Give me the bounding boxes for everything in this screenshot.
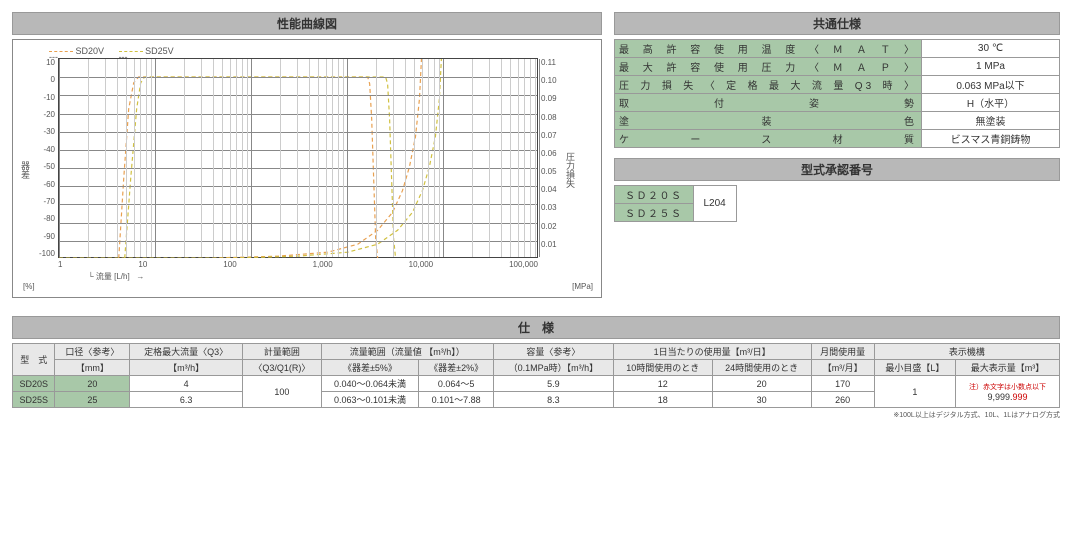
chart-plot [58,58,538,258]
ylabel-right: 圧力損失 [564,152,577,188]
spec-label: 塗装色 [615,112,922,130]
detail-section: 仕 様 型 式口径〈参考〉定格最大流量〈Q3〉計量範囲流量範囲（流量値 【m³/… [12,316,1060,420]
spec-value: 1 MPa [922,58,1060,76]
spec-label: 圧力損失〈定格最大流量Q3時〉 [615,76,922,94]
chart-svg [59,59,537,258]
yleft-unit: [%] [23,282,35,291]
chart-section: 性能曲線図 --- SD20V --- SD25V 器差 100-10-20-3… [12,12,602,298]
right-section: 共通仕様 最高許容使用温度〈ＭＡＴ〉30 ℃最大許容使用圧力〈ＭＡＰ〉1 MPa… [614,12,1060,298]
spec-value: 0.063 MPa以下 [922,76,1060,94]
top-row: 性能曲線図 --- SD20V --- SD25V 器差 100-10-20-3… [12,12,1060,298]
legend-label: SD25V [145,46,174,56]
legend-label: SD20V [76,46,105,56]
spec-label: 最高許容使用温度〈ＭＡＴ〉 [615,40,922,58]
detail-footnote: ※100L以上はデジタル方式、10L、1Lはアナログ方式 [12,410,1060,420]
table-row-model: SD25S [13,392,55,408]
model-approval-table: ＳＤ２０ＳL204ＳＤ２５Ｓ [614,185,737,222]
detail-title: 仕 様 [12,316,1060,339]
xticks: 1101001,00010,000100,000 [58,260,538,269]
model-label: ＳＤ２０Ｓ [615,186,694,204]
table-row-model: SD20S [13,376,55,392]
common-spec-table: 最高許容使用温度〈ＭＡＴ〉30 ℃最大許容使用圧力〈ＭＡＰ〉1 MPa圧力損失〈… [614,39,1060,148]
legend-line: --- [49,51,73,52]
xlabel: └ 流量 [L/h] → [58,271,538,282]
detail-table: 型 式口径〈参考〉定格最大流量〈Q3〉計量範囲流量範囲（流量値 【m³/h】）容… [12,343,1060,408]
ylabel-left: 器差 [19,161,32,179]
chart-container: 器差 100-10-20-30-40-50-60-70-80-90-100 11… [19,58,595,282]
spec-label: ケース材質 [615,130,922,148]
chart-title: 性能曲線図 [12,12,602,35]
model-label: ＳＤ２５Ｓ [615,204,694,222]
legend-item-sd20v: --- SD20V [49,46,104,56]
legend-item-sd25v: --- SD25V [119,46,174,56]
spec-value: H（水平） [922,94,1060,112]
chart-box: --- SD20V --- SD25V 器差 100-10-20-30-40-5… [12,39,602,298]
spec-value: ビスマス青銅鋳物 [922,130,1060,148]
spec-value: 30 ℃ [922,40,1060,58]
yright-unit: [MPa] [572,282,593,291]
chart-legend: --- SD20V --- SD25V [19,46,595,56]
spec-value: 無塗装 [922,112,1060,130]
common-spec-title: 共通仕様 [614,12,1060,35]
yticks-right: 0.110.100.090.080.070.060.050.040.030.02… [538,58,562,258]
model-number: L204 [693,186,736,222]
spec-label: 最大許容使用圧力〈ＭＡＰ〉 [615,58,922,76]
legend-line: --- [119,51,143,52]
spec-label: 取付姿勢 [615,94,922,112]
yticks-left: 100-10-20-30-40-50-60-70-80-90-100 [34,58,58,258]
model-approval-title: 型式承認番号 [614,158,1060,181]
